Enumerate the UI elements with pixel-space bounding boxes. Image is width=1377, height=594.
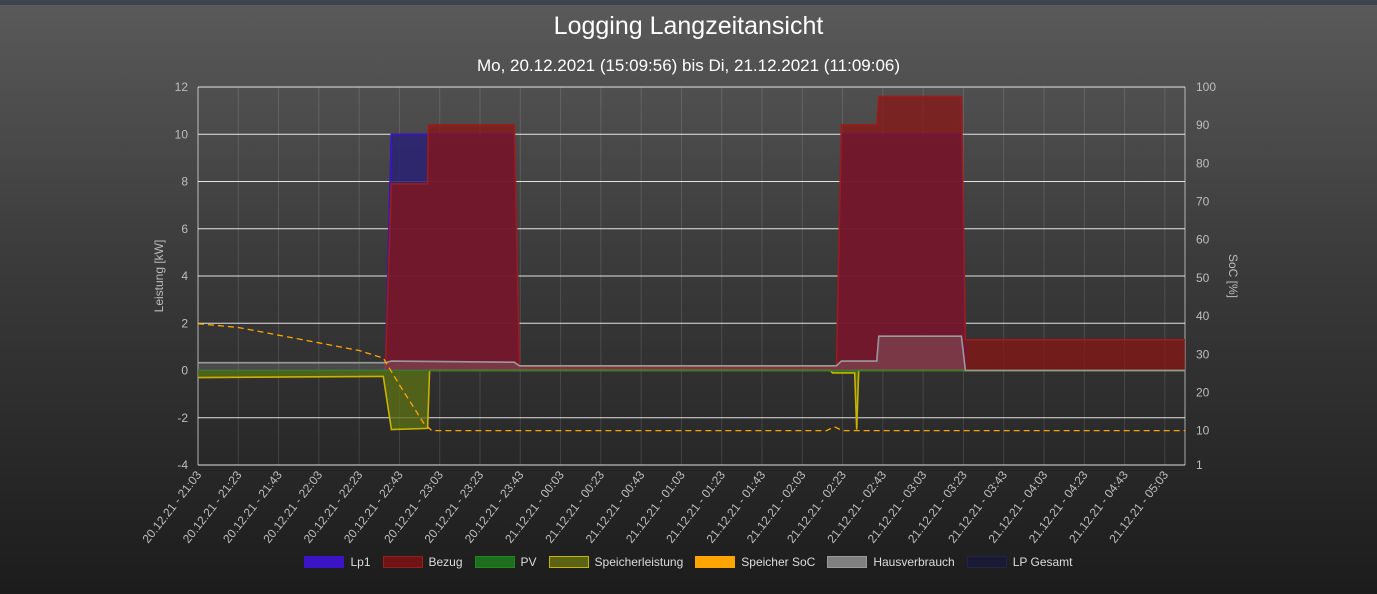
axes-layer: 121086420-2-4100908070605040302010120.12… (140, 80, 1240, 546)
legend-item[interactable]: PV (474, 555, 537, 569)
y2-tick-label: 70 (1196, 195, 1210, 209)
legend-label: Bezug (428, 555, 463, 569)
y2-tick-label: 10 (1196, 424, 1210, 438)
legend-swatch (966, 556, 1007, 568)
legend-label: PV (520, 555, 537, 569)
series-line-lp1 (198, 133, 1185, 372)
series-line-speicher-soc (197, 323, 1185, 432)
legend-swatch (548, 556, 589, 568)
legend-swatch (382, 556, 423, 568)
series-line-lp-gesamt (198, 133, 1185, 372)
legend-swatch (695, 556, 736, 568)
chart-subtitle: Mo, 20.12.2021 (15:09:56) bis Di, 21.12.… (476, 56, 901, 75)
chart-title: Logging Langzeitansicht (553, 12, 824, 40)
legend-item[interactable]: Bezug (382, 555, 463, 569)
legend-label: Lp1 (350, 555, 371, 569)
y2-tick-label: 30 (1196, 347, 1210, 361)
y2-tick-label: 50 (1196, 271, 1210, 285)
y-tick-label: -4 (177, 458, 188, 472)
legend-item[interactable]: LP Gesamt (966, 555, 1073, 569)
series-layer (197, 95, 1185, 432)
legend-label: LP Gesamt (1012, 555, 1073, 569)
y2-tick-label: 1 (1196, 458, 1203, 472)
y-tick-label: 2 (181, 316, 188, 330)
y-tick-label: 10 (175, 127, 189, 141)
y-tick-label: 6 (181, 222, 188, 236)
grid-lines (197, 86, 1186, 466)
y-axis-title: Leistung [kW] (152, 240, 166, 313)
y2-tick-label: 100 (1196, 80, 1216, 94)
series-area-speicherleistung (198, 370, 1185, 430)
y-tick-label: 12 (175, 80, 189, 94)
series-area-lp1 (198, 134, 1185, 371)
series-area-lp-gesamt (198, 134, 1185, 371)
legend: Lp1 Bezug PV Speicherleistung Speicher SoC Ha… (0, 555, 1377, 569)
y2-tick-label: 20 (1196, 385, 1210, 399)
y-tick-label: 8 (181, 175, 188, 189)
legend-swatch (827, 556, 868, 568)
series-area-bezug (198, 96, 1185, 371)
y2-axis-title: SoC [%] (1226, 254, 1240, 298)
series-line-bezug (198, 95, 1185, 372)
legend-label: Speicherleistung (594, 555, 684, 569)
top-bar (0, 0, 1377, 5)
legend-label: Hausverbrauch (873, 555, 955, 569)
y2-tick-label: 80 (1196, 156, 1210, 170)
legend-item[interactable]: Hausverbrauch (827, 555, 955, 569)
legend-item[interactable]: Lp1 (304, 555, 371, 569)
legend-swatch (304, 556, 345, 568)
series-line-hausverbrauch (198, 335, 1185, 372)
legend-item[interactable]: Speicher SoC (695, 555, 815, 569)
legend-swatch (474, 556, 515, 568)
legend-label: Speicher SoC (741, 555, 816, 569)
y2-tick-label: 90 (1196, 118, 1210, 132)
y-tick-label: 4 (181, 269, 188, 283)
series-line-speicherleistung (197, 369, 1185, 431)
legend-item[interactable]: Speicherleistung (548, 555, 684, 569)
y-tick-label: -2 (177, 411, 188, 425)
y-tick-label: 0 (181, 364, 188, 378)
y2-tick-label: 60 (1196, 233, 1210, 247)
y2-tick-label: 40 (1196, 309, 1210, 323)
